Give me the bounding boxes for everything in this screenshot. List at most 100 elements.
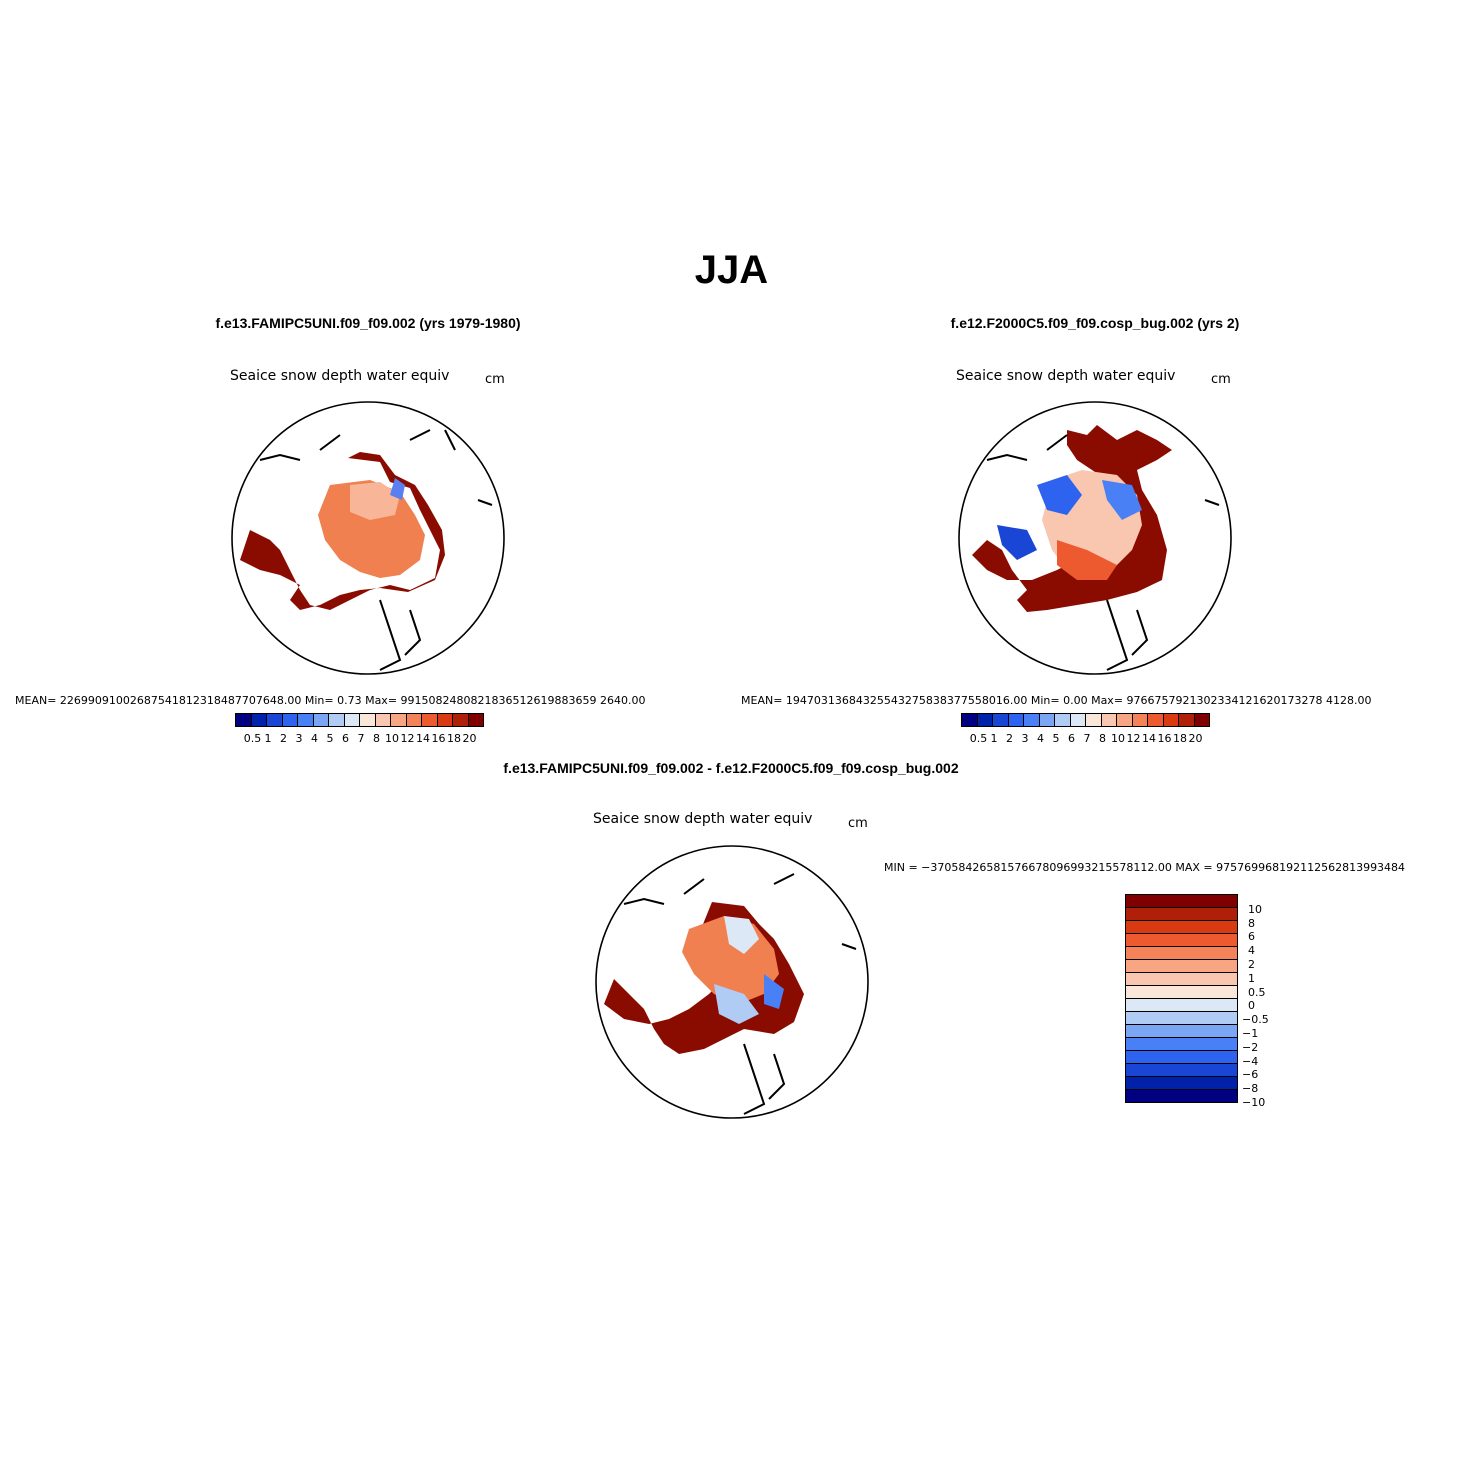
colorbar-swatch [976,713,993,727]
panel2-polar-map [958,401,1232,675]
diff-colorbar-swatch [1125,1037,1238,1051]
colorbar-tick-label: 8 [373,732,380,745]
colorbar-swatch [1147,713,1164,727]
colorbar-tick-label: 12 [1126,732,1141,745]
diff-colorbar-swatch [1125,972,1238,986]
colorbar-swatch [1085,713,1102,727]
diff-colorbar-tick-label: 8 [1248,916,1255,930]
panel2-colorbar [961,713,1210,727]
colorbar-swatch [266,713,283,727]
colorbar-tick-label: 1 [990,732,998,745]
colorbar-tick-label: 10 [1111,732,1125,745]
colorbar-swatch [1038,713,1055,727]
colorbar-tick-label: 18 [447,732,461,745]
colorbar-swatch [452,713,469,727]
diff-colorbar-tick-label: −8 [1242,1082,1259,1096]
panel2-case-title: f.e12.F2000C5.f09_f09.cosp_bug.002 (yrs … [950,315,1240,331]
colorbar-tick-label: 1 [264,732,272,745]
diff-colorbar-tick-label: 4 [1248,944,1255,958]
colorbar-swatch [328,713,345,727]
colorbar-tick-label: 7 [357,732,365,745]
colorbar-tick-label: 0.5 [969,732,988,745]
colorbar-swatch [436,713,453,727]
colorbar-tick-label: 4 [1037,732,1044,745]
diff-colorbar-swatch [1125,985,1238,999]
panel2-stats: MEAN= 19470313684325543275838377558016.0… [741,694,1372,707]
diff-colorbar-tick-label: 6 [1248,930,1255,944]
colorbar-tick-label: 5 [1052,732,1060,745]
colorbar-tick-label: 14 [1142,732,1156,745]
panel3-variable-title: Seaice snow depth water equiv [593,811,813,827]
colorbar-tick-label: 0.5 [243,732,262,745]
colorbar-tick-label: 7 [1083,732,1091,745]
panel1-case-title: f.e13.FAMIPC5UNI.f09_f09.002 (yrs 1979-1… [215,315,521,331]
panel1-units: cm [485,372,505,387]
colorbar-tick-label: 20 [462,732,477,745]
colorbar-swatch [992,713,1009,727]
colorbar-swatch [421,713,438,727]
colorbar-swatch [343,713,360,727]
diff-colorbar-swatch [1125,933,1238,947]
panel1-stats: MEAN= 22699091002687541812318487707648.0… [15,694,646,707]
panel3-colorbar [1125,894,1238,1103]
panel1-variable-title: Seaice snow depth water equiv [230,368,450,384]
colorbar-tick-label: 5 [326,732,334,745]
diff-colorbar-tick-label: 0.5 [1248,985,1266,999]
colorbar-swatch [405,713,422,727]
diff-colorbar-tick-label: 2 [1248,958,1255,971]
diff-colorbar-swatch [1125,907,1238,921]
diff-colorbar-swatch [1125,1011,1238,1025]
panel1-colorbar [235,713,484,727]
colorbar-tick-label: 12 [400,732,415,745]
diff-colorbar-swatch [1125,1076,1238,1090]
diff-colorbar-swatch [1125,1050,1238,1064]
colorbar-swatch [1007,713,1024,727]
colorbar-tick-label: 8 [1099,732,1106,745]
colorbar-tick-label: 14 [416,732,430,745]
panel1-polar-map [231,401,505,675]
colorbar-tick-label: 3 [295,732,303,745]
colorbar-swatch [374,713,391,727]
diff-colorbar-swatch [1125,1024,1238,1038]
diff-colorbar-tick-label: 1 [1248,971,1255,985]
diff-colorbar-swatch [1125,1063,1238,1077]
colorbar-swatch [1100,713,1117,727]
colorbar-swatch [390,713,407,727]
diff-colorbar-tick-label: −10 [1242,1096,1266,1109]
panel3-case-title: f.e13.FAMIPC5UNI.f09_f09.002 - f.e12.F20… [503,760,959,776]
colorbar-tick-label: 18 [1173,732,1187,745]
colorbar-swatch [297,713,314,727]
diff-colorbar-tick-label: −0.5 [1242,1013,1269,1027]
colorbar-swatch [1023,713,1040,727]
diff-colorbar-swatch [1125,959,1238,973]
diff-colorbar-swatch [1125,920,1238,934]
colorbar-tick-label: 6 [1068,732,1075,745]
diff-colorbar-swatch [1125,946,1238,960]
colorbar-tick-label: 20 [1188,732,1203,745]
colorbar-tick-label: 3 [1021,732,1029,745]
colorbar-tick-label: 4 [311,732,318,745]
colorbar-tick-label: 10 [385,732,399,745]
panel3-stats: MIN = −37058426581576678096993215578112.… [884,861,1406,874]
colorbar-tick-label: 16 [431,732,446,745]
colorbar-swatch [467,713,484,727]
diff-colorbar-swatch [1125,1089,1238,1103]
colorbar-swatch [1131,713,1148,727]
diff-colorbar-swatch [1125,894,1238,908]
diff-colorbar-tick-label: 0 [1248,999,1255,1013]
diff-colorbar-tick-label: −6 [1242,1068,1259,1082]
colorbar-swatch [250,713,267,727]
colorbar-swatch [1162,713,1179,727]
colorbar-swatch [1116,713,1133,727]
colorbar-swatch [1193,713,1210,727]
colorbar-swatch [281,713,298,727]
colorbar-swatch [235,713,252,727]
colorbar-swatch [359,713,376,727]
colorbar-swatch [1054,713,1071,727]
colorbar-swatch [1069,713,1086,727]
diff-colorbar-tick-label: −4 [1242,1054,1259,1068]
colorbar-swatch [1178,713,1195,727]
colorbar-swatch [961,713,978,727]
colorbar-tick-label: 2 [280,732,287,745]
colorbar-tick-label: 16 [1157,732,1172,745]
